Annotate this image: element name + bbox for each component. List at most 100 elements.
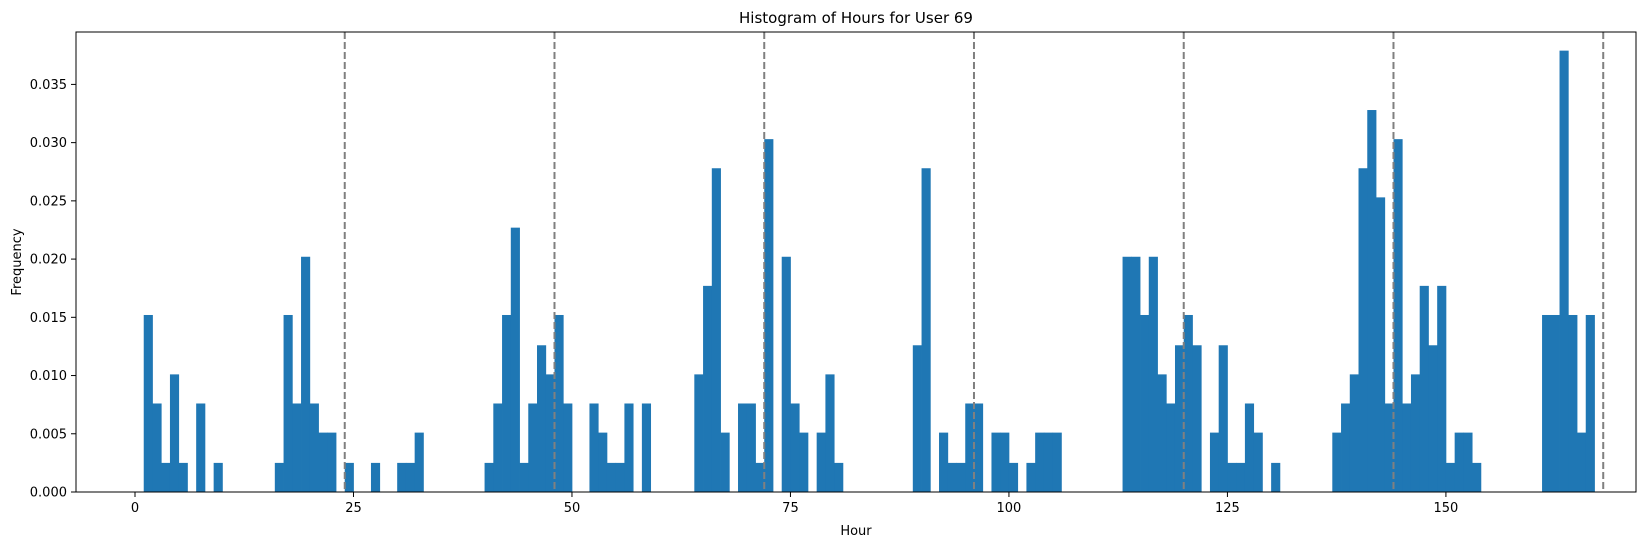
histogram-bar-41	[493, 403, 503, 492]
histogram-bar-52	[589, 403, 599, 492]
histogram-bar-100	[1008, 462, 1019, 492]
histogram-bar-76	[799, 432, 809, 492]
histogram-bar-164	[1568, 314, 1578, 492]
histogram-bar-165	[1577, 432, 1587, 492]
histogram-bar-19	[301, 256, 311, 492]
histogram-bar-98	[991, 432, 1001, 492]
histogram-bar-89	[912, 345, 922, 492]
histogram-bar-71	[755, 462, 765, 492]
histogram-bar-67	[720, 432, 730, 492]
plot-frame	[75, 31, 1637, 493]
x-tick-label: 50	[564, 501, 581, 516]
histogram-bar-150	[1445, 462, 1456, 492]
histogram-bar-90	[921, 168, 931, 492]
histogram-bar-126	[1236, 462, 1246, 492]
histogram-bar-117	[1157, 374, 1167, 492]
histogram-bar-75	[790, 403, 800, 492]
y-tick-label: 0.035	[30, 78, 67, 93]
histogram-bar-95	[965, 403, 975, 492]
histogram-bar-78	[816, 432, 826, 492]
reference-lines	[343, 32, 1605, 492]
histogram-bar-21	[318, 432, 328, 492]
histogram-bar-3	[161, 462, 171, 492]
axes	[75, 31, 1637, 493]
histogram-bar-130	[1271, 462, 1281, 492]
histogram-bar-4	[169, 374, 180, 492]
histogram-bar-105	[1052, 432, 1062, 492]
histogram-bar-104	[1043, 432, 1054, 492]
x-tick-label: 0	[131, 501, 139, 516]
histogram-bar-139	[1349, 374, 1359, 492]
histogram-bar-93	[947, 462, 957, 492]
y-tick-label: 0.025	[30, 194, 67, 209]
histogram-bar-166	[1585, 314, 1595, 492]
histogram-bar-137	[1332, 432, 1342, 492]
histogram-bar-148	[1428, 345, 1438, 492]
histogram-bar-124	[1218, 345, 1228, 492]
histogram-bar-143	[1384, 403, 1394, 492]
histogram-bar-31	[405, 462, 416, 492]
y-tick-label: 0.005	[30, 427, 67, 442]
histogram-bar-40	[484, 462, 494, 492]
histogram-bar-53	[598, 432, 608, 492]
histogram-bar-58	[641, 403, 652, 492]
histogram-bar-55	[615, 462, 625, 492]
histogram-bar-96	[973, 403, 984, 492]
histogram-bar-153	[1472, 462, 1482, 492]
histogram-bar-69	[738, 403, 748, 492]
histogram-bar-5	[178, 462, 188, 492]
histogram-bar-44	[519, 462, 529, 492]
histogram-bar-72	[764, 139, 774, 492]
histogram-bar-161	[1542, 314, 1552, 492]
histogram-bar-9	[213, 462, 223, 492]
histogram-bar-49	[563, 403, 573, 492]
histogram-bar-27	[370, 462, 381, 492]
histogram-bar-141	[1367, 110, 1377, 492]
histogram-bar-147	[1419, 285, 1429, 492]
x-tick-label: 25	[345, 501, 362, 516]
histogram-bar-48	[554, 314, 564, 492]
histogram-bar-119	[1174, 345, 1185, 492]
ticks: 0 25 50 75 100 125 150 0.000 0.005 0.010 0.015 0.02…	[30, 78, 1459, 516]
histogram-bar-92	[939, 432, 949, 492]
y-tick-label: 0.015	[30, 311, 67, 326]
histogram-bar-138	[1341, 403, 1351, 492]
histogram-bar-45	[528, 403, 538, 492]
histogram-bar-64	[694, 374, 704, 492]
x-axis-label: Hour	[840, 524, 872, 539]
histogram-bar-121	[1192, 345, 1202, 492]
histogram-bar-74	[781, 256, 791, 492]
y-tick-label: 0.030	[30, 136, 67, 151]
histogram-bar-43	[510, 227, 520, 492]
histogram-bar-149	[1437, 285, 1447, 492]
histogram-bar-42	[502, 314, 512, 492]
y-tick-label: 0.020	[30, 253, 67, 268]
histogram-bar-144	[1393, 139, 1403, 492]
histogram-bar-20	[309, 403, 319, 492]
histogram-bar-120	[1183, 314, 1193, 492]
histogram-bar-17	[283, 314, 293, 492]
histogram-bar-65	[703, 285, 713, 492]
x-tick-label: 75	[782, 501, 799, 516]
histogram-bar-22	[327, 432, 337, 492]
histogram-bar-32	[414, 432, 424, 492]
histogram-bar-99	[1000, 432, 1010, 492]
histogram-bar-94	[956, 462, 966, 492]
histogram-bar-152	[1463, 432, 1473, 492]
histogram-bar-103	[1035, 432, 1045, 492]
x-tick-label: 100	[997, 501, 1022, 516]
y-axis-label: Frequency	[10, 228, 25, 295]
histogram-bar-118	[1166, 403, 1176, 492]
histogram-bar-79	[825, 374, 835, 492]
histogram-bar-115	[1140, 314, 1150, 492]
histogram-bar-140	[1358, 168, 1368, 492]
histogram-bar-1	[143, 314, 153, 492]
histogram-bar-47	[545, 374, 555, 492]
histogram-bar-151	[1454, 432, 1464, 492]
histogram-bar-163	[1559, 50, 1569, 492]
histogram-bar-56	[624, 403, 634, 492]
histogram-bar-24	[344, 462, 354, 492]
histogram-bar-146	[1410, 374, 1421, 492]
histogram-bar-18	[292, 403, 302, 492]
